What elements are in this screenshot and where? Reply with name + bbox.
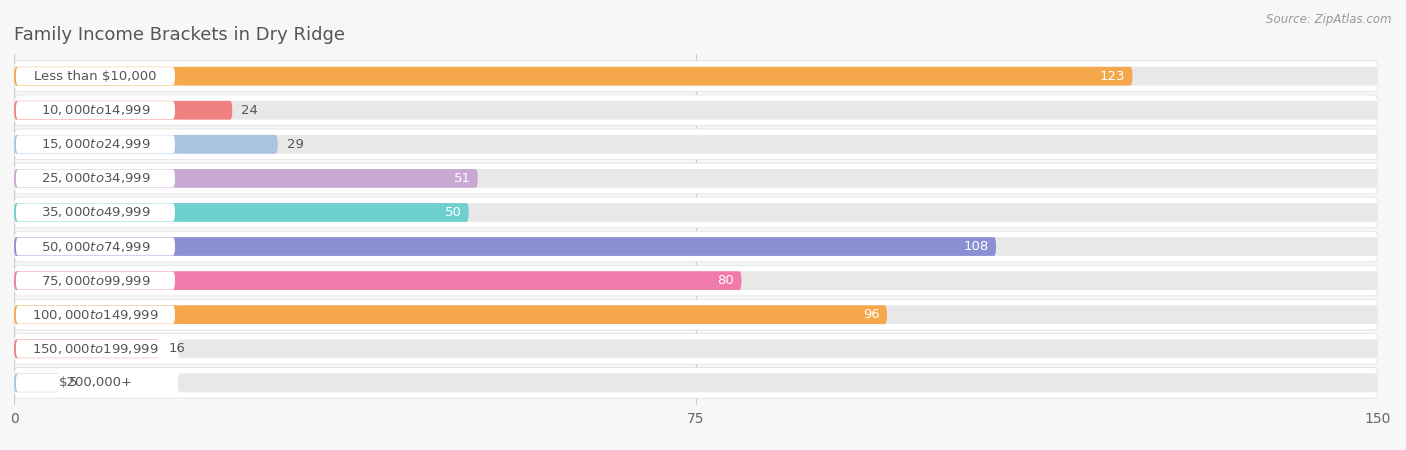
FancyBboxPatch shape (14, 95, 1378, 126)
FancyBboxPatch shape (14, 237, 995, 256)
Text: Source: ZipAtlas.com: Source: ZipAtlas.com (1267, 14, 1392, 27)
Text: Family Income Brackets in Dry Ridge: Family Income Brackets in Dry Ridge (14, 26, 344, 44)
FancyBboxPatch shape (14, 197, 1378, 228)
FancyBboxPatch shape (14, 231, 1378, 262)
FancyBboxPatch shape (14, 67, 1132, 86)
FancyBboxPatch shape (177, 305, 1378, 324)
FancyBboxPatch shape (15, 67, 174, 85)
FancyBboxPatch shape (14, 305, 887, 324)
Text: 16: 16 (169, 342, 186, 355)
FancyBboxPatch shape (14, 135, 278, 154)
Text: $50,000 to $74,999: $50,000 to $74,999 (41, 239, 150, 253)
FancyBboxPatch shape (15, 306, 174, 324)
Text: 108: 108 (963, 240, 988, 253)
FancyBboxPatch shape (177, 374, 1378, 392)
Text: Less than $10,000: Less than $10,000 (34, 70, 156, 83)
FancyBboxPatch shape (14, 333, 1378, 364)
FancyBboxPatch shape (177, 67, 1378, 86)
FancyBboxPatch shape (15, 101, 174, 119)
FancyBboxPatch shape (15, 135, 174, 153)
Text: 123: 123 (1099, 70, 1125, 83)
FancyBboxPatch shape (177, 135, 1378, 154)
Text: $35,000 to $49,999: $35,000 to $49,999 (41, 206, 150, 220)
Text: $75,000 to $99,999: $75,000 to $99,999 (41, 274, 150, 288)
FancyBboxPatch shape (14, 101, 232, 120)
FancyBboxPatch shape (177, 169, 1378, 188)
FancyBboxPatch shape (14, 299, 1378, 330)
FancyBboxPatch shape (14, 61, 1378, 91)
FancyBboxPatch shape (15, 374, 174, 392)
FancyBboxPatch shape (14, 374, 59, 392)
FancyBboxPatch shape (15, 169, 174, 187)
FancyBboxPatch shape (14, 203, 468, 222)
FancyBboxPatch shape (177, 339, 1378, 358)
Text: $200,000+: $200,000+ (59, 376, 132, 389)
FancyBboxPatch shape (15, 272, 174, 290)
Text: $150,000 to $199,999: $150,000 to $199,999 (32, 342, 159, 356)
Text: $15,000 to $24,999: $15,000 to $24,999 (41, 137, 150, 151)
Text: 50: 50 (444, 206, 461, 219)
Text: $25,000 to $34,999: $25,000 to $34,999 (41, 171, 150, 185)
Text: 29: 29 (287, 138, 304, 151)
Text: 51: 51 (454, 172, 471, 185)
Text: 96: 96 (863, 308, 880, 321)
Text: $100,000 to $149,999: $100,000 to $149,999 (32, 308, 159, 322)
Text: 80: 80 (717, 274, 734, 287)
FancyBboxPatch shape (177, 271, 1378, 290)
FancyBboxPatch shape (14, 163, 1378, 194)
FancyBboxPatch shape (14, 339, 159, 358)
FancyBboxPatch shape (14, 266, 1378, 296)
FancyBboxPatch shape (15, 238, 174, 256)
FancyBboxPatch shape (177, 237, 1378, 256)
FancyBboxPatch shape (14, 271, 741, 290)
FancyBboxPatch shape (177, 101, 1378, 120)
FancyBboxPatch shape (14, 169, 478, 188)
FancyBboxPatch shape (15, 340, 174, 358)
Text: 24: 24 (242, 104, 259, 117)
FancyBboxPatch shape (15, 203, 174, 221)
FancyBboxPatch shape (14, 368, 1378, 398)
Text: $10,000 to $14,999: $10,000 to $14,999 (41, 103, 150, 117)
FancyBboxPatch shape (177, 203, 1378, 222)
Text: 5: 5 (69, 376, 77, 389)
FancyBboxPatch shape (14, 129, 1378, 160)
